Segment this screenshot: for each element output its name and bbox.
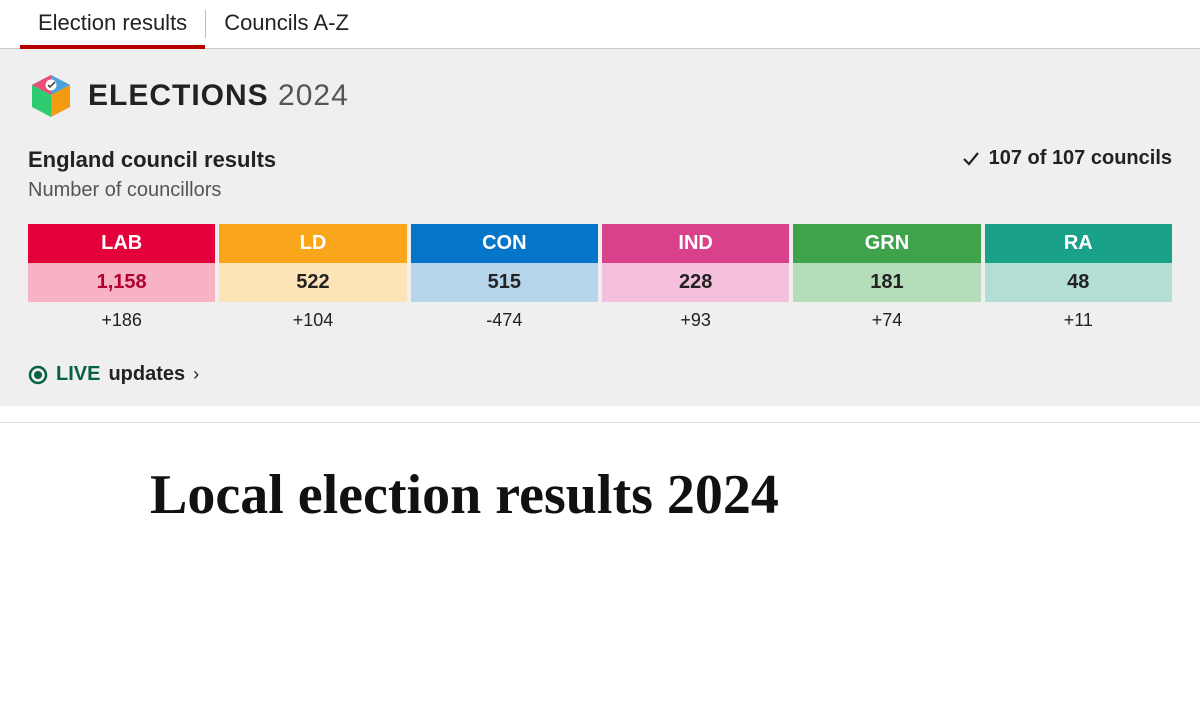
progress-text: 107 of 107 councils: [989, 147, 1172, 170]
party-change: +74: [793, 302, 980, 339]
live-updates-link[interactable]: LIVE updates ›: [28, 363, 1172, 386]
party-change: +104: [219, 302, 406, 339]
banner-title-bold: ELECTIONS: [88, 79, 269, 112]
party-seats: 228: [602, 263, 789, 302]
party-change: +186: [28, 302, 215, 339]
party-code: LAB: [28, 224, 215, 263]
party-seats: 181: [793, 263, 980, 302]
party-seats: 48: [985, 263, 1172, 302]
article-title: Local election results 2024: [150, 463, 1050, 527]
live-icon: [28, 365, 48, 385]
party-change: +93: [602, 302, 789, 339]
article-section: Local election results 2024: [0, 422, 1200, 567]
results-header-row: England council results 107 of 107 counc…: [28, 147, 1172, 173]
live-badge: LIVE: [56, 363, 100, 386]
party-ld: LD522+104: [219, 224, 406, 339]
tab-councils-a-z[interactable]: Councils A-Z: [206, 0, 367, 48]
tab-election-results[interactable]: Election results: [20, 0, 205, 48]
tabs-bar: Election resultsCouncils A-Z: [0, 0, 1200, 49]
party-ra: RA48+11: [985, 224, 1172, 339]
party-change: +11: [985, 302, 1172, 339]
party-code: LD: [219, 224, 406, 263]
party-seats: 515: [411, 263, 598, 302]
party-code: GRN: [793, 224, 980, 263]
party-con: CON515-474: [411, 224, 598, 339]
banner-title-year: 2024: [278, 79, 349, 112]
party-lab: LAB1,158+186: [28, 224, 215, 339]
parties-row: LAB1,158+186LD522+104CON515-474IND228+93…: [28, 224, 1172, 339]
party-ind: IND228+93: [602, 224, 789, 339]
results-subheading: Number of councillors: [28, 179, 1172, 202]
live-updates-text: updates: [108, 363, 185, 386]
banner-title: ELECTIONS 2024: [88, 79, 349, 113]
progress-indicator: 107 of 107 councils: [961, 147, 1172, 170]
chevron-right-icon: ›: [193, 364, 199, 385]
party-grn: GRN181+74: [793, 224, 980, 339]
check-icon: [961, 149, 981, 169]
party-seats: 1,158: [28, 263, 215, 302]
results-banner: ELECTIONS 2024 England council results 1…: [0, 49, 1200, 406]
party-change: -474: [411, 302, 598, 339]
results-heading: England council results: [28, 147, 276, 173]
party-code: RA: [985, 224, 1172, 263]
banner-title-row: ELECTIONS 2024: [28, 73, 1172, 119]
party-code: IND: [602, 224, 789, 263]
ballot-cube-icon: [28, 73, 74, 119]
party-code: CON: [411, 224, 598, 263]
party-seats: 522: [219, 263, 406, 302]
